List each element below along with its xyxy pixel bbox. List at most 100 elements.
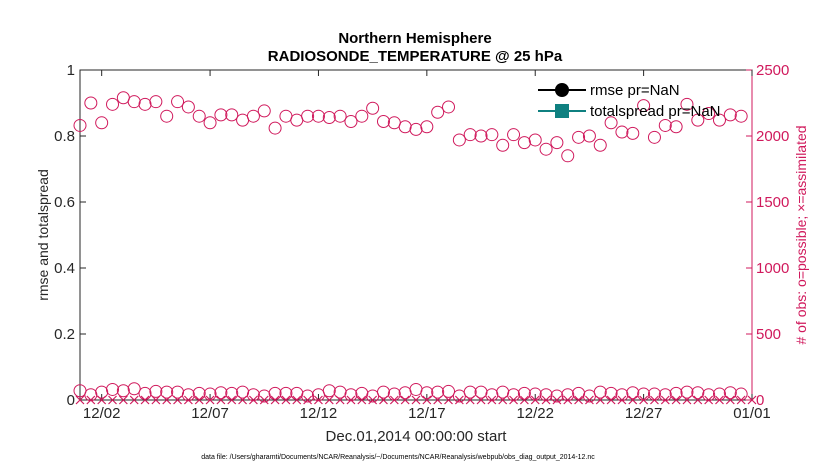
obs-possible-point (160, 109, 174, 123)
obs-possible-point (626, 126, 640, 140)
obs-possible-point (442, 100, 456, 114)
obs-possible-point (550, 389, 564, 403)
obs-assimilated-point (389, 395, 399, 405)
obs-possible-point (322, 111, 336, 125)
legend-totalspread-label: totalspread pr=NaN (590, 103, 721, 120)
obs-possible-point (333, 109, 347, 123)
obs-assimilated-point (97, 395, 107, 405)
legend-rmse-label: rmse pr=NaN (590, 82, 680, 99)
obs-possible-point (171, 95, 185, 109)
legend-totalspread-marker (555, 104, 569, 118)
obs-possible-point (550, 136, 564, 150)
obs-possible-point (539, 142, 553, 156)
obs-possible-point (593, 385, 607, 399)
obs-possible-point (561, 149, 575, 163)
obs-assimilated-point (725, 395, 735, 405)
obs-possible-point (181, 100, 195, 114)
obs-possible-point (420, 120, 434, 134)
x-tick-label: 12/22 (516, 405, 554, 422)
obs-possible-point (702, 107, 716, 121)
obs-possible-point (127, 95, 141, 109)
obs-possible-point (637, 99, 651, 113)
obs-possible-point (322, 384, 336, 398)
obs-possible-point (127, 382, 141, 396)
obs-assimilated-point (671, 395, 681, 405)
right-tick-label: 2000 (756, 128, 789, 145)
obs-assimilated-point (118, 395, 128, 405)
obs-possible-point (734, 109, 748, 123)
obs-assimilated-point (552, 395, 562, 405)
obs-possible-point (268, 121, 282, 135)
obs-assimilated-point (400, 395, 410, 405)
obs-assimilated-point (140, 395, 150, 405)
plot-frame (79, 69, 753, 401)
x-tick-label: 12/07 (191, 405, 229, 422)
obs-assimilated-point (314, 395, 323, 405)
x-axis-label: Dec.01,2014 00:00:00 start (326, 428, 508, 445)
obs-possible-point (225, 108, 239, 122)
obs-assimilated-point (465, 395, 475, 405)
obs-possible-point (95, 116, 109, 130)
x-tick-label: 01/01 (733, 405, 771, 422)
obs-assimilated-point (606, 395, 616, 405)
obs-possible-point (192, 109, 206, 123)
obs-possible-point (106, 97, 120, 111)
obs-assimilated-point (650, 395, 659, 405)
right-tick-label: 500 (756, 326, 781, 343)
obs-assimilated-point (509, 395, 518, 405)
obs-possible-point (149, 384, 163, 398)
obs-assimilated-point (259, 395, 269, 405)
obs-assimilated-point (715, 395, 724, 405)
obs-possible-point (463, 128, 477, 142)
obs-possible-point (171, 385, 185, 399)
x-axis-ticks: 12/02 12/07 12/12 12/17 12/22 12/27 01/01 (83, 70, 771, 422)
obs-possible-point (658, 118, 672, 132)
obs-assimilated-point (346, 395, 356, 405)
obs-assimilated-point (454, 395, 464, 405)
obs-assimilated-point (693, 395, 703, 405)
y-axis-label-left: rmse and totalspread (35, 169, 51, 301)
data-marks (73, 91, 757, 405)
obs-possible-point (626, 386, 640, 400)
obs-assimilated-point (574, 395, 584, 405)
obs-possible-point (355, 109, 369, 123)
obs-assimilated-point (194, 395, 204, 405)
obs-possible-point (138, 97, 152, 111)
obs-possible-point (301, 389, 315, 403)
obs-assimilated-point (162, 395, 172, 405)
right-tick-label: 1000 (756, 260, 789, 277)
obs-assimilated-point (151, 395, 161, 405)
obs-possible-point (214, 108, 228, 122)
obs-assimilated-point (173, 395, 182, 405)
obs-possible-point (517, 136, 531, 150)
obs-assimilated-point (584, 395, 594, 405)
obs-assimilated-point (108, 395, 117, 405)
obs-possible-point (485, 128, 499, 142)
obs-assimilated-point (444, 395, 453, 405)
obs-assimilated-point (617, 395, 627, 405)
chart-title: Northern Hemisphere (338, 30, 491, 47)
obs-possible-point (311, 109, 325, 123)
obs-assimilated-point (216, 395, 226, 405)
obs-possible-point (723, 108, 737, 122)
y-axis-label-right: # of obs: o=possible; ×=assimilated (793, 125, 809, 344)
obs-possible-point (452, 133, 466, 147)
obs-possible-point (474, 129, 488, 143)
left-tick-label: 0 (67, 392, 75, 409)
plot-area (79, 69, 753, 401)
obs-possible-point (160, 385, 174, 399)
obs-possible-point (463, 385, 477, 399)
obs-possible-point (376, 385, 390, 399)
right-tick-label: 2500 (756, 62, 789, 79)
obs-assimilated-point (433, 395, 443, 405)
obs-possible-point (95, 385, 109, 399)
obs-assimilated-point (129, 395, 139, 405)
obs-assimilated-point (476, 395, 486, 405)
x-tick-label: 12/12 (300, 405, 338, 422)
obs-possible-point (507, 128, 521, 142)
obs-possible-point (149, 95, 163, 109)
obs-possible-point (431, 385, 445, 399)
x-tick-label: 12/17 (408, 405, 446, 422)
left-tick-label: 0.4 (54, 260, 75, 277)
